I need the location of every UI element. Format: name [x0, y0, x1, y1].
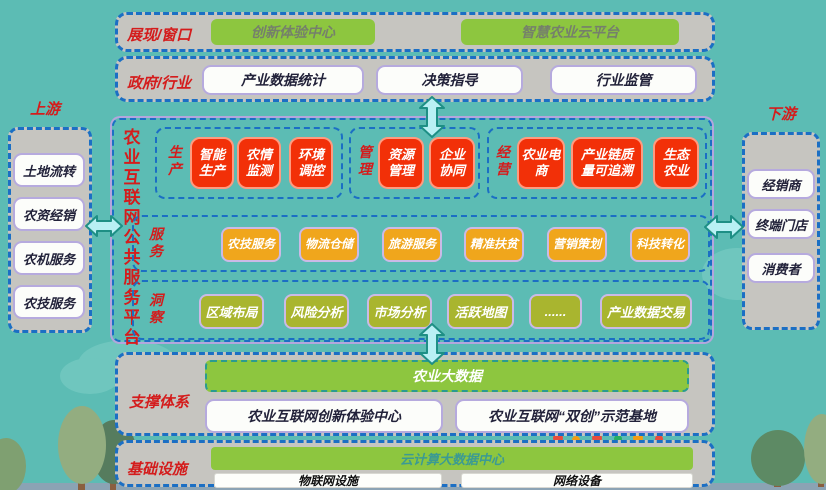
node-innovation-experience-center-support: 农业互联网创新体验中心	[205, 399, 443, 433]
flower-dot	[553, 433, 563, 443]
government-industry-panel: 政府/行业 产业数据统计 决策指导 行业监管	[115, 56, 715, 102]
vertical-exchange-arrow-icon	[417, 96, 447, 138]
agri-internet-platform-box: 农业互联网公共服务平台 生产 智能生产 农情监测 环境调控 管理 资源管理 企业…	[112, 118, 712, 347]
operation-group-box: 经营 农业电商 产业链质量可追溯 生态农业	[487, 127, 707, 199]
downstream-label: 下游	[766, 106, 797, 123]
node-targeted-poverty-alleviation: 精准扶贫	[464, 227, 524, 262]
node-agritech-service: 农技服务	[221, 227, 281, 262]
node-market-analysis: 市场分析	[367, 294, 432, 329]
operation-group-label: 经营	[496, 144, 510, 177]
node-terminal-store: 终端门店	[747, 209, 815, 239]
downstream-panel: 经销商 终端门店 消费者	[742, 132, 820, 330]
service-group-box: 服务 农技服务 物流仓储 旅游服务 精准扶贫 营销策划 科技转化	[132, 215, 710, 272]
node-shuangchuang-demo-base: 农业互联网“双创”示范基地	[455, 399, 689, 433]
node-cloud-big-data-center: 云计算大数据中心	[211, 447, 693, 470]
flower-dot	[633, 433, 643, 443]
node-tech-transfer: 科技转化	[630, 227, 690, 262]
infrastructure-panel: 基础设施 云计算大数据中心 物联网设施 网络设备	[115, 440, 715, 488]
node-tourism-service: 旅游服务	[382, 227, 442, 262]
tree-canopy	[0, 438, 26, 490]
management-group-label: 管理	[358, 144, 372, 177]
node-agri-materials-distribution: 农资经销	[13, 197, 85, 231]
left-exchange-arrow-icon	[85, 212, 123, 240]
cloud-shape	[60, 358, 120, 394]
node-environment-control: 环境调控	[289, 137, 333, 189]
insight-group-label: 洞察	[149, 292, 163, 325]
node-decision-guidance: 决策指导	[376, 65, 523, 95]
node-smart-agri-cloud-platform: 智慧农业云平台	[461, 19, 679, 45]
upstream-label: 上游	[30, 101, 61, 118]
infrastructure-label: 基础设施	[127, 461, 188, 478]
node-agritech-service: 农技服务	[13, 285, 85, 319]
flower-dot	[655, 435, 663, 443]
node-industry-supervision: 行业监管	[550, 65, 697, 95]
node-crop-monitoring: 农情监测	[237, 137, 281, 189]
node-ellipsis: ......	[529, 294, 582, 329]
node-iot-facility: 物联网设施	[214, 473, 442, 488]
node-network-equipment: 网络设备	[461, 473, 693, 488]
right-exchange-arrow-icon	[704, 212, 744, 242]
display-window-label: 展现/窗口	[127, 27, 192, 44]
node-logistics-storage: 物流仓储	[299, 227, 359, 262]
node-activity-map: 活跃地图	[447, 294, 514, 329]
government-industry-label: 政府/行业	[127, 75, 192, 92]
node-machinery-service: 农机服务	[13, 241, 85, 275]
node-resource-management: 资源管理	[378, 137, 424, 189]
tree-canopy	[804, 414, 826, 484]
display-window-panel: 展现/窗口 创新体验中心 智慧农业云平台	[115, 12, 715, 52]
service-group-label: 服务	[149, 226, 163, 259]
node-marketing-planning: 营销策划	[547, 227, 607, 262]
node-enterprise-collaboration: 企业协同	[429, 137, 475, 189]
node-innovation-experience-center: 创新体验中心	[211, 19, 375, 45]
management-group-box: 管理 资源管理 企业协同	[349, 127, 480, 199]
node-agri-big-data: 农业大数据	[205, 360, 689, 392]
node-eco-agriculture: 生态农业	[653, 137, 699, 189]
production-group-box: 生产 智能生产 农情监测 环境调控	[155, 127, 343, 199]
node-industry-data-trading: 产业数据交易	[600, 294, 692, 329]
production-group-label: 生产	[168, 144, 182, 177]
node-land-transfer: 土地流转	[13, 153, 85, 187]
support-system-panel: 支撑体系 农业大数据 农业互联网创新体验中心 农业互联网“双创”示范基地	[115, 352, 715, 436]
flower-dot	[614, 435, 622, 443]
insight-group-box: 洞察 区域布局 风险分析 市场分析 活跃地图 ...... 产业数据交易	[132, 280, 710, 340]
tree-canopy	[751, 430, 805, 486]
node-agri-ecommerce: 农业电商	[517, 137, 565, 189]
support-system-label: 支撑体系	[129, 394, 190, 411]
upstream-panel: 土地流转 农资经销 农机服务 农技服务	[8, 127, 92, 333]
flower-dot	[592, 433, 602, 443]
node-regional-layout: 区域布局	[199, 294, 264, 329]
node-risk-analysis: 风险分析	[284, 294, 349, 329]
node-industry-data-statistics: 产业数据统计	[202, 65, 364, 95]
vertical-exchange-arrow-icon	[417, 323, 447, 365]
node-distributor: 经销商	[747, 169, 815, 199]
node-chain-quality-traceability: 产业链质量可追溯	[571, 137, 643, 189]
node-consumer: 消费者	[747, 253, 815, 283]
tree-canopy	[58, 406, 106, 484]
node-smart-production: 智能生产	[190, 137, 234, 189]
